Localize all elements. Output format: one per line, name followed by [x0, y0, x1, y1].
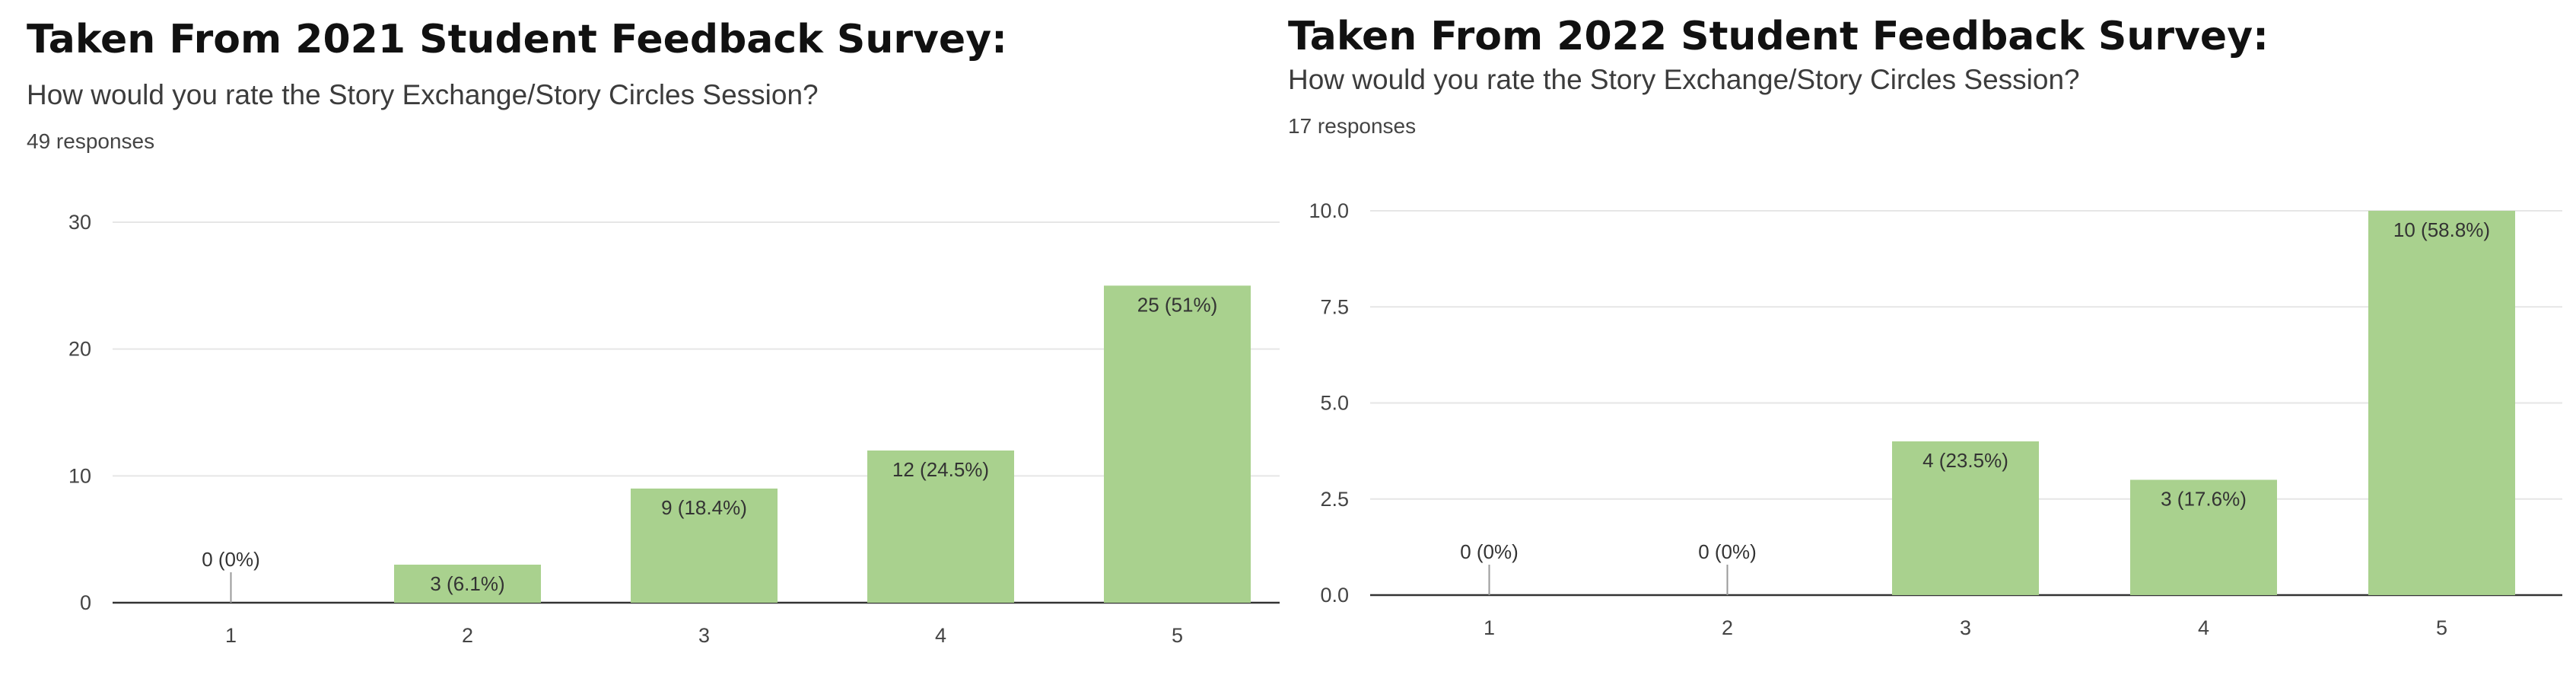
y-tick-label: 0.0 — [1320, 584, 1349, 607]
x-tick-label: 2 — [1722, 616, 1733, 639]
bar — [631, 489, 778, 603]
y-tick-label: 20 — [68, 338, 91, 361]
y-tick-label: 2.5 — [1320, 488, 1349, 511]
bar — [2368, 211, 2515, 595]
x-tick-label: 4 — [2198, 616, 2209, 639]
x-tick-label: 4 — [935, 624, 946, 647]
y-tick-label: 5.0 — [1320, 392, 1349, 415]
x-tick-label: 3 — [1960, 616, 1971, 639]
chart-subtitle: How would you rate the Story Exchange/St… — [1288, 64, 2080, 95]
bar — [2130, 479, 2277, 595]
chart-title: Taken From 2022 Student Feedback Survey: — [1288, 14, 2269, 59]
response-count: 49 responses — [27, 129, 155, 153]
bar — [867, 451, 1014, 603]
chart-title: Taken From 2021 Student Feedback Survey: — [27, 17, 1007, 62]
bar — [394, 565, 541, 603]
data-label: 0 (0%) — [202, 548, 260, 571]
data-label: 10 (58.8%) — [2393, 218, 2490, 241]
data-label: 9 (18.4%) — [661, 496, 747, 519]
bar — [1104, 285, 1251, 603]
y-tick-label: 0 — [80, 591, 91, 614]
bar — [1892, 441, 2039, 595]
x-tick-label: 5 — [1172, 624, 1183, 647]
x-tick-label: 2 — [462, 624, 473, 647]
data-label: 12 (24.5%) — [892, 458, 989, 481]
x-tick-label: 5 — [2436, 616, 2447, 639]
y-tick-label: 10.0 — [1309, 199, 1349, 222]
chart-panel-2022: Taken From 2022 Student Feedback Survey:… — [1286, 0, 2576, 675]
x-tick-label: 1 — [225, 624, 237, 647]
y-tick-label: 10 — [68, 464, 91, 487]
x-tick-label: 1 — [1484, 616, 1495, 639]
response-count: 17 responses — [1288, 114, 1417, 138]
chart-subtitle: How would you rate the Story Exchange/St… — [27, 79, 819, 110]
data-label: 4 (23.5%) — [1922, 449, 2008, 472]
data-label: 25 (51%) — [1137, 293, 1218, 316]
data-label: 0 (0%) — [1460, 540, 1519, 563]
bar-chart-2022: 0.0 2.5 5.0 7.5 10.0 0 (0%) 1 0 (0%) 2 4 (23.5%) 3… — [1309, 199, 2562, 639]
y-tick-label: 7.5 — [1320, 295, 1349, 318]
y-tick-label: 30 — [68, 211, 91, 234]
data-label: 3 (17.6%) — [2161, 488, 2247, 511]
chart-panel-2021: Taken From 2021 Student Feedback Survey:… — [0, 0, 1286, 675]
bar-chart-2021: 0 10 20 30 0 (0%) 1 3 (6.1%) 2 9 (18.4%) 3 12 (24.… — [68, 211, 1280, 647]
data-label: 3 (6.1%) — [430, 572, 504, 595]
x-tick-label: 3 — [698, 624, 710, 647]
data-label: 0 (0%) — [1698, 540, 1757, 563]
